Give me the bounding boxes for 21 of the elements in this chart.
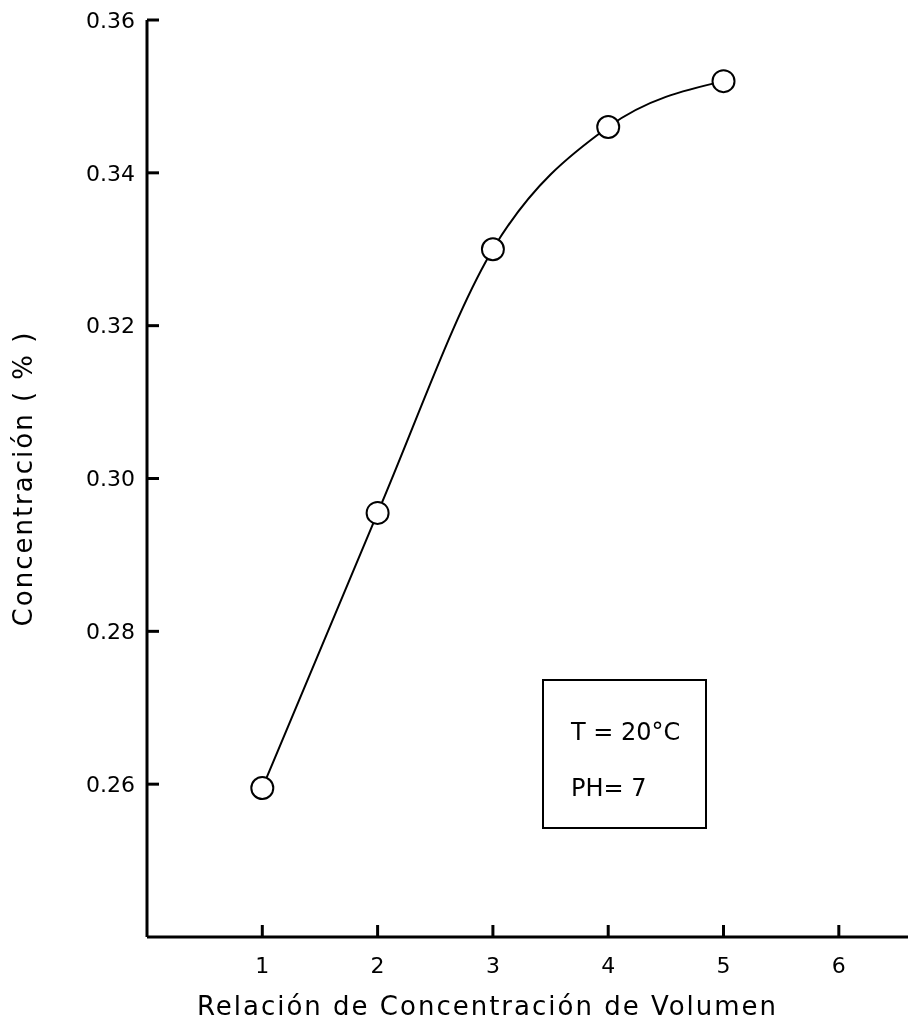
y-tick-label: 0.34 (86, 160, 135, 186)
y-tick-label: 0.30 (86, 466, 135, 492)
annotation: T = 20°C (570, 718, 681, 746)
x-tick-label: 2 (370, 953, 385, 978)
x-tick-label: 3 (485, 953, 500, 978)
x-tick-label: 1 (255, 953, 270, 978)
point (711, 69, 736, 94)
x-axis-title: Relación de Concentración de Volumen (196, 991, 779, 1021)
y-tick-label: 0.28 (86, 619, 135, 645)
y-tick-label: 0.36 (86, 7, 135, 33)
point (480, 237, 505, 262)
y-tick-label: 0.32 (86, 313, 135, 339)
x-tick-label: 5 (716, 953, 731, 978)
y-axis-title: Concentración ( % ) (8, 330, 38, 627)
x-tick-label: 4 (601, 953, 616, 978)
point (250, 775, 275, 800)
point (596, 114, 621, 139)
point (365, 500, 390, 525)
x-tick-label: 6 (831, 953, 846, 978)
y-tick-label: 0.26 (86, 771, 135, 797)
annotation: PH= 7 (571, 774, 647, 802)
